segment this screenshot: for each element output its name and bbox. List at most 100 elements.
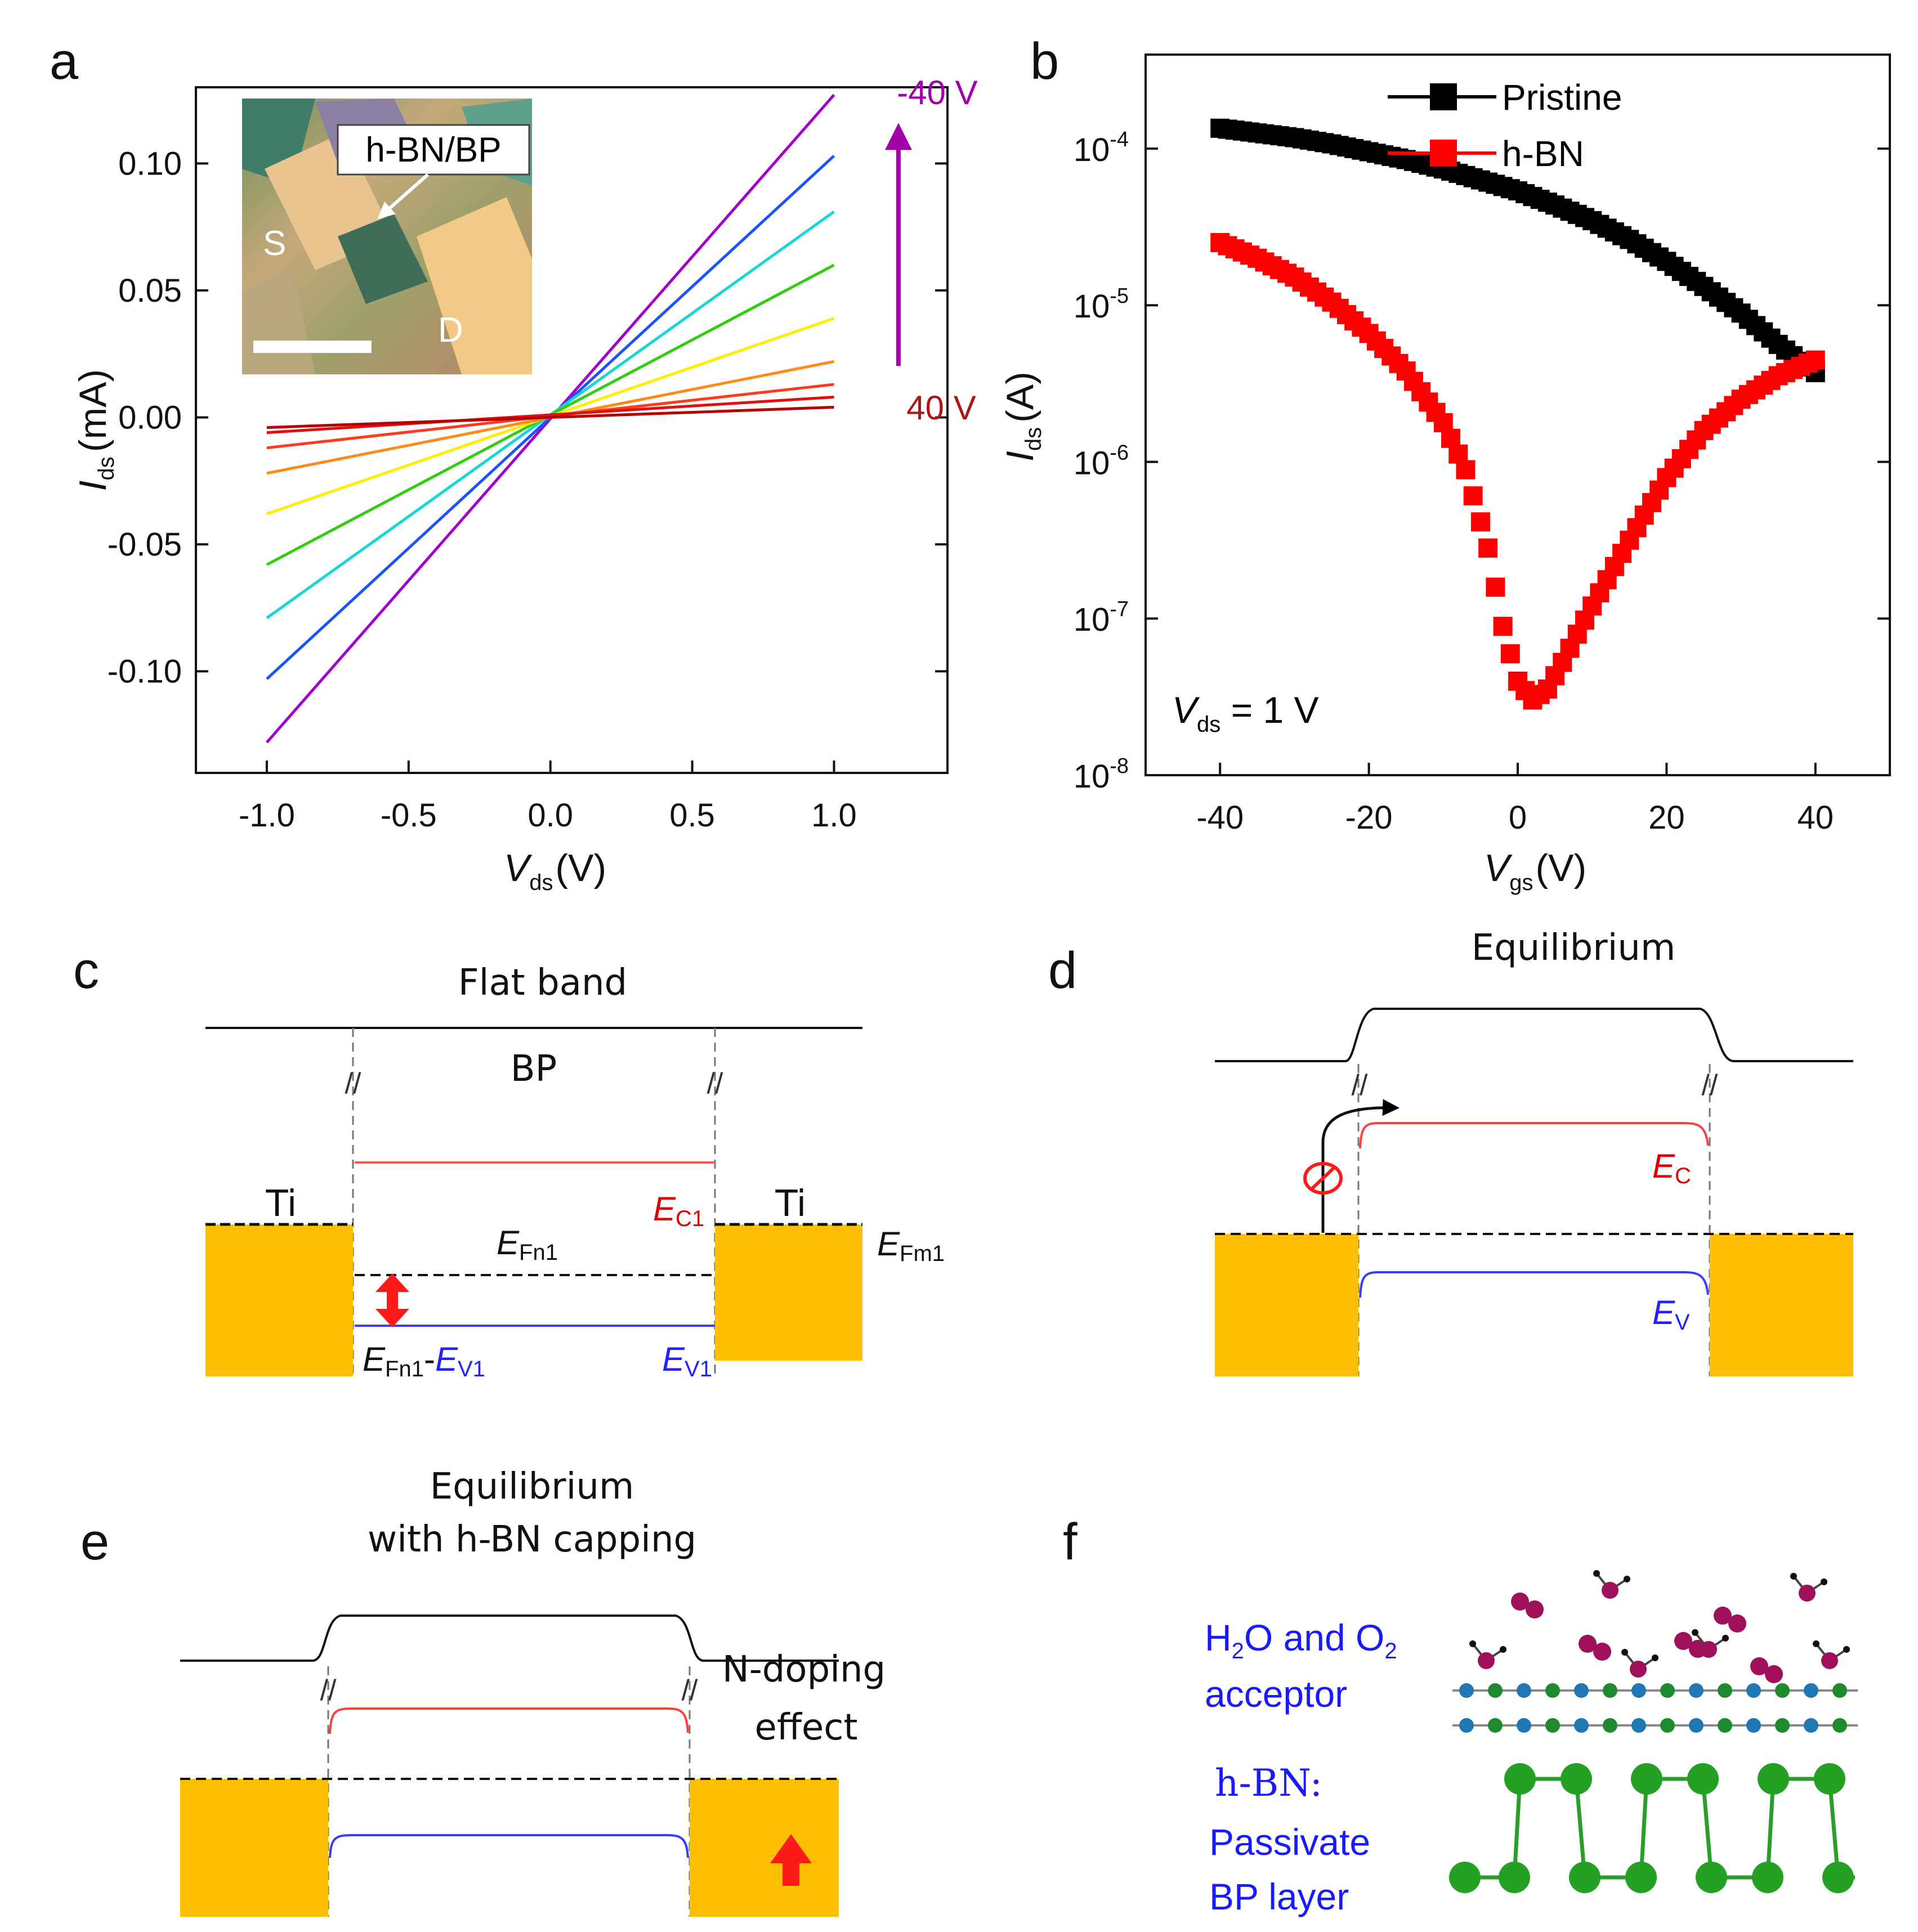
- phosphorus-atom: [1449, 1862, 1481, 1893]
- panel-b: b -40 -20 0 20 40 10-4 10-5 10-6 10-7 10-8 Pristi…: [999, 33, 1891, 895]
- efn1-ev1-label: EFn1-EV1: [363, 1340, 485, 1381]
- hbn-atom: [1689, 1718, 1704, 1733]
- y-tick-label: 0.10: [118, 145, 182, 182]
- phosphorus-atom: [1814, 1763, 1845, 1795]
- o2-atom: [1526, 1600, 1544, 1618]
- y-tick-label: 10-7: [1074, 598, 1129, 638]
- acceptor-label-2: acceptor: [1205, 1673, 1347, 1715]
- hydrogen-atom: [1500, 1646, 1506, 1653]
- phosphorus-atom: [1631, 1763, 1662, 1795]
- hbn-atom: [1631, 1718, 1646, 1733]
- ev-label-d: EV: [1652, 1294, 1690, 1335]
- hbn-atom: [1832, 1683, 1847, 1698]
- effect-label: effect: [754, 1707, 857, 1748]
- hydrogen-atom: [1469, 1640, 1476, 1647]
- vacuum-level-d: [1215, 1008, 1853, 1062]
- metal-left-e: [180, 1779, 328, 1917]
- hbn-atom: [1775, 1683, 1790, 1698]
- hbn-atom: [1832, 1718, 1847, 1733]
- metal-right-d: [1710, 1234, 1853, 1376]
- gate-annotation-bottom: 40 V: [906, 389, 976, 427]
- valence-band-e: [329, 1834, 689, 1858]
- ti-left-label: Ti: [266, 1183, 297, 1225]
- hbn-atom: [1775, 1718, 1790, 1733]
- marker-hbn: [1456, 460, 1476, 480]
- hbn-atom: [1545, 1718, 1560, 1733]
- hydrogen-atom: [1692, 1629, 1698, 1636]
- phosphorus-atom: [1625, 1862, 1657, 1893]
- legend-marker-hbn: [1430, 140, 1457, 167]
- hbn-atom: [1488, 1683, 1503, 1698]
- oxygen-atom: [1821, 1652, 1838, 1669]
- hbn-capping-title: with h-BN capping: [368, 1519, 696, 1560]
- panel-a: a -1.0 -0.5 0.0 0.5 1.0 0.10 0.05 0.00 -0.05 -0.1…: [50, 33, 978, 895]
- hbn-atom: [1718, 1718, 1732, 1733]
- hbn-atom: [1746, 1683, 1761, 1698]
- legend-label-hbn: h-BN: [1502, 133, 1584, 174]
- y-tick-label: 10-8: [1074, 754, 1129, 795]
- hbn-atom: [1488, 1718, 1503, 1733]
- hbn-atom: [1603, 1683, 1617, 1698]
- plot-a-series: [266, 93, 835, 744]
- electron-injection-arrow: [1321, 1099, 1400, 1233]
- legend-marker-pristine: [1430, 83, 1457, 110]
- plot-b-ticks: -40 -20 0 20 40 10-4 10-5 10-6 10-7 10-8: [1074, 128, 1890, 836]
- svg-text://: //: [1702, 1069, 1718, 1102]
- oxygen-atom: [1700, 1641, 1717, 1658]
- efm1-label: EFm1: [877, 1225, 945, 1266]
- phosphorus-atom: [1758, 1763, 1789, 1795]
- o2-atom: [1579, 1635, 1597, 1653]
- equilibrium-title-e: Equilibrium: [430, 1466, 634, 1508]
- y-tick-label: 10-5: [1074, 284, 1129, 325]
- phosphorus-atom: [1561, 1763, 1592, 1795]
- hbn-atom: [1689, 1683, 1704, 1698]
- o2-atom: [1674, 1632, 1692, 1650]
- hbn-label: h-BN:: [1215, 1761, 1322, 1805]
- plot-b-series: [1210, 118, 1825, 710]
- ec1-label: EC1: [653, 1190, 704, 1231]
- bp-puckered-layer: [1449, 1763, 1855, 1893]
- y-tick-label: 0.05: [118, 272, 182, 309]
- svg-text://: //: [320, 1674, 337, 1707]
- inset-drain: D: [438, 311, 463, 350]
- conduction-band-d: [1359, 1122, 1709, 1149]
- y-tick-label: 10-4: [1074, 128, 1129, 168]
- phosphorus-atom: [1822, 1862, 1854, 1893]
- marker-hbn: [1478, 538, 1498, 558]
- panel-e-label: e: [81, 1513, 109, 1571]
- o2-atom: [1750, 1657, 1768, 1675]
- hydrogen-atom: [1821, 1578, 1827, 1585]
- ti-left-contact: [205, 1224, 353, 1376]
- valence-band-d: [1359, 1271, 1709, 1298]
- double-arrow-icon: [375, 1273, 409, 1327]
- svg-text://: //: [707, 1067, 723, 1100]
- conduction-band-e: [329, 1707, 689, 1734]
- marker-hbn: [1805, 350, 1825, 370]
- hbn-atom: [1545, 1683, 1560, 1698]
- plot-a-frame: [195, 86, 949, 774]
- n-doping-label: N-doping: [722, 1649, 886, 1690]
- hydrogen-atom: [1621, 1649, 1628, 1656]
- hydrogen-atom: [1593, 1570, 1600, 1577]
- y-tick-label: -0.10: [108, 654, 182, 690]
- marker-hbn: [1486, 578, 1505, 597]
- marker-hbn: [1463, 486, 1483, 506]
- hydrogen-atom: [1722, 1635, 1729, 1642]
- oxygen-atom: [1630, 1661, 1647, 1678]
- oxygen-atom: [1478, 1652, 1495, 1669]
- phosphorus-atom: [1752, 1862, 1783, 1893]
- phosphorus-atom: [1569, 1862, 1600, 1893]
- hbn-atom: [1718, 1683, 1732, 1698]
- y-tick-label: -0.05: [108, 526, 182, 563]
- x-tick-label: -1.0: [239, 797, 295, 834]
- hbn-atom: [1517, 1683, 1531, 1698]
- o2-atom: [1593, 1643, 1611, 1661]
- molecules: [1469, 1570, 1850, 1683]
- panel-f-label: f: [1063, 1513, 1078, 1571]
- efn1-label: EFn1: [497, 1224, 558, 1265]
- inset-label: h-BN/BP: [365, 131, 501, 169]
- legend-label-pristine: Pristine: [1502, 77, 1622, 118]
- blocked-icon: [1303, 1162, 1343, 1195]
- hbn-atom: [1660, 1718, 1675, 1733]
